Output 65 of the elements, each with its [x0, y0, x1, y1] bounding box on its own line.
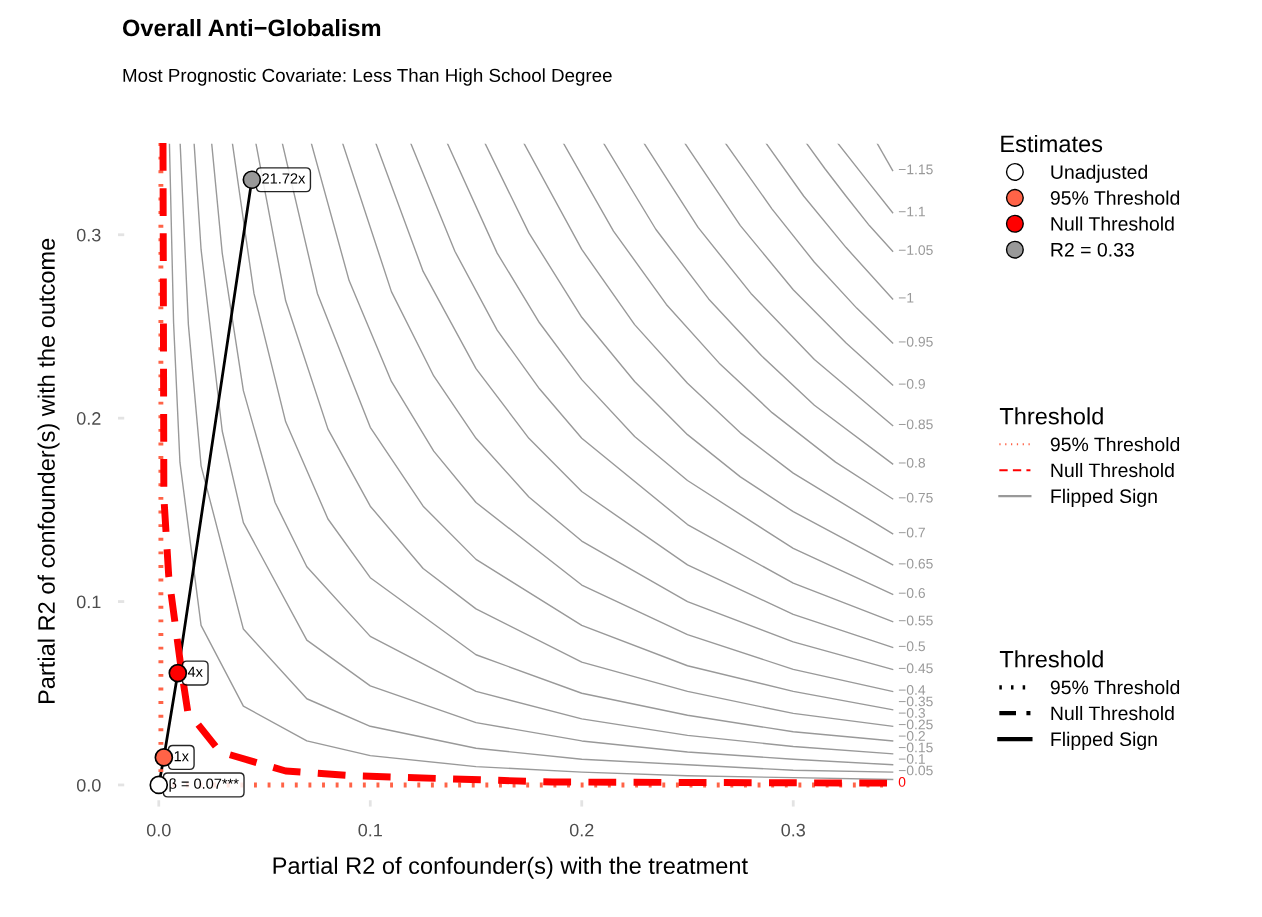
point [149, 775, 169, 795]
line-series [602, 143, 894, 465]
text: Threshold [999, 650, 1103, 668]
y-tick-label: 0.0 [76, 778, 101, 792]
line-series [523, 143, 894, 535]
annotation: 21.72x [262, 173, 306, 184]
annotation: −0.25 [898, 719, 933, 730]
text: Flipped Sign [1051, 731, 1157, 750]
annotation: −0.05 [898, 765, 933, 776]
annotation: −0.85 [898, 419, 933, 430]
annotation: −0.2 [898, 731, 925, 741]
annotation: −0.95 [898, 336, 933, 347]
legend-label: Flipped Sign [1051, 488, 1157, 507]
text: Estimates [1001, 134, 1103, 153]
line-series [724, 143, 894, 344]
annotation: −0.6 [898, 588, 926, 598]
text: 95% Threshold [1050, 680, 1180, 695]
point [168, 663, 188, 683]
annotation: −0.5 [898, 641, 926, 652]
annotation: −0.8 [898, 457, 926, 468]
line-series [643, 143, 894, 427]
legend-label: Null Threshold [1051, 462, 1174, 478]
legend-label: R2 = 0.33 [1051, 242, 1134, 257]
x-tick-label: 0.2 [569, 823, 594, 837]
legend-label: Unadjusted [1051, 164, 1148, 183]
annotation: −0.35 [898, 696, 933, 707]
annotation: −0.3 [898, 708, 926, 718]
line-series [562, 143, 894, 500]
line-series [684, 143, 894, 386]
legend-label: 95% Threshold [1050, 437, 1180, 452]
annotation: −0.7 [898, 527, 925, 538]
y-tick-label: 0.2 [76, 412, 101, 425]
line-series [765, 143, 894, 300]
point [242, 170, 262, 190]
y-tick-label: 0.3 [76, 228, 101, 242]
y-tick-label: 0.1 [76, 595, 101, 609]
annotation: −0.45 [898, 663, 933, 674]
text: Threshold [999, 407, 1103, 425]
legend-label: 95% Threshold [1050, 190, 1180, 205]
annotation: 4x [187, 666, 203, 677]
x-tick-label: 0.3 [781, 823, 805, 837]
annotation: −0.55 [898, 615, 933, 626]
x-axis-title: Partial R2 of confounder(s) with the treatment [273, 856, 748, 879]
annotation: −0.9 [898, 379, 925, 389]
text: Null Threshold [1051, 705, 1174, 721]
annotation: −0.4 [898, 685, 926, 695]
line-series [805, 143, 894, 252]
legend-label: Null Threshold [1051, 216, 1174, 231]
chart-subtitle: Most Prognostic Covariate: Less Than High School Degree [123, 68, 612, 86]
chart-title: Overall Anti−Globalism [122, 19, 381, 37]
point [154, 748, 174, 767]
annotation: −0.75 [898, 492, 933, 503]
annotation: −1.1 [898, 206, 925, 217]
annotation: −1 [898, 292, 914, 303]
y-axis-title: Partial R2 of confounder(s) with the outcome [37, 238, 60, 703]
annotation: −0.65 [898, 558, 933, 569]
annotation: −0.15 [898, 742, 933, 753]
annotation: β = 0.07*** [169, 778, 239, 792]
x-tick-label: 0.0 [146, 823, 171, 837]
annotation: 0 [898, 777, 906, 787]
annotation: 1x [174, 751, 189, 762]
annotation: −1.15 [898, 164, 933, 175]
annotation: −0.1 [898, 754, 925, 764]
x-tick-label: 0.1 [358, 823, 382, 837]
annotation: −1.05 [898, 245, 933, 255]
